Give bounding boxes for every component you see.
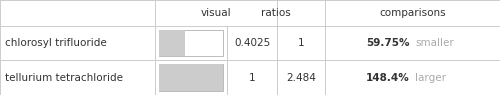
Bar (159, 65, 224, 91)
Bar (159, 65, 224, 91)
Text: visual: visual (201, 8, 232, 18)
Text: 148.4%: 148.4% (366, 73, 410, 83)
Text: 1: 1 (298, 38, 304, 48)
Text: 2.484: 2.484 (286, 73, 316, 83)
Text: 1: 1 (249, 73, 256, 83)
Bar (159, 30, 185, 56)
Text: tellurium tetrachloride: tellurium tetrachloride (5, 73, 123, 83)
Text: chlorosyl trifluoride: chlorosyl trifluoride (5, 38, 107, 48)
Text: 0.4025: 0.4025 (234, 38, 270, 48)
Text: larger: larger (415, 73, 446, 83)
Bar (159, 30, 224, 56)
Text: comparisons: comparisons (379, 8, 446, 18)
Text: smaller: smaller (415, 38, 454, 48)
Text: ratios: ratios (262, 8, 291, 18)
Text: 59.75%: 59.75% (366, 38, 410, 48)
